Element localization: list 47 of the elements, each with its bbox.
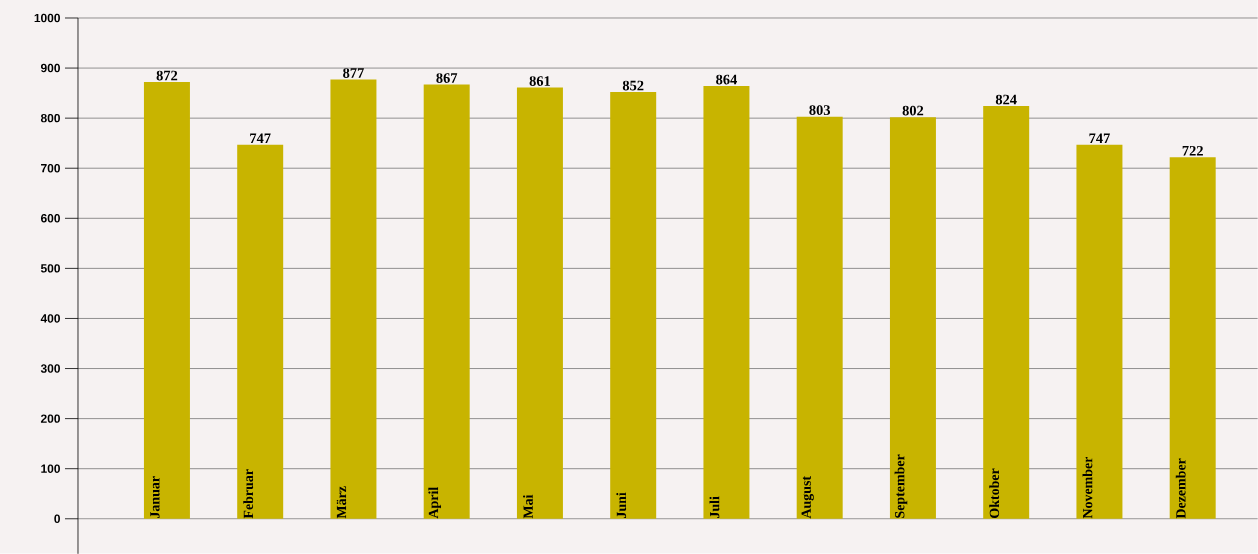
x-tick-label: Januar: [150, 476, 160, 518]
y-tick-label: 700: [41, 163, 60, 173]
bar: [1076, 144, 1123, 519]
y-tick-label: 1000: [34, 13, 60, 23]
x-tick-label: Mai: [523, 494, 533, 519]
data-label: 864: [716, 74, 737, 85]
y-tick-label: 100: [41, 464, 60, 473]
x-tick-label: Juni: [616, 492, 627, 518]
data-label: 803: [809, 105, 831, 115]
bar: [610, 92, 657, 519]
bar: [237, 144, 284, 519]
bar: [143, 81, 190, 519]
x-tick-label: Juli: [709, 496, 720, 518]
data-label: 824: [995, 94, 1017, 105]
x-tick-label: Februar: [243, 469, 254, 519]
data-label: 877: [343, 68, 364, 78]
bar: [796, 116, 843, 519]
y-tick-label: 400: [40, 314, 60, 323]
data-label: 747: [250, 133, 271, 143]
data-label: 861: [529, 76, 551, 86]
y-tick-label: 200: [40, 414, 60, 423]
bar: [330, 79, 377, 519]
y-tick-label: 300: [40, 364, 60, 373]
x-tick-label: September: [894, 454, 908, 518]
x-tick-label: August: [801, 475, 814, 519]
y-tick-label: 900: [40, 63, 60, 73]
y-tick-label: 500: [40, 264, 60, 273]
y-tick-label: 0: [54, 514, 60, 523]
data-label: 802: [902, 105, 924, 116]
x-tick-label: März: [336, 486, 347, 519]
y-tick-label: 600: [40, 213, 60, 223]
y-tick-label: 800: [40, 113, 60, 123]
data-label: 867: [436, 73, 458, 83]
data-label: 852: [622, 80, 644, 91]
bar: [983, 106, 1030, 519]
bar: [516, 87, 563, 519]
data-label: 747: [1089, 133, 1110, 143]
x-tick-label: April: [428, 486, 442, 519]
x-tick-label: Oktober: [989, 468, 1000, 518]
x-tick-label: November: [1082, 456, 1093, 519]
data-label: 722: [1182, 145, 1203, 156]
bar: [889, 117, 936, 519]
bar: [423, 84, 470, 519]
data-label: 872: [156, 70, 178, 81]
bar: [703, 85, 750, 519]
x-tick-label: Dezember: [1175, 458, 1186, 519]
bar: [1169, 157, 1216, 519]
